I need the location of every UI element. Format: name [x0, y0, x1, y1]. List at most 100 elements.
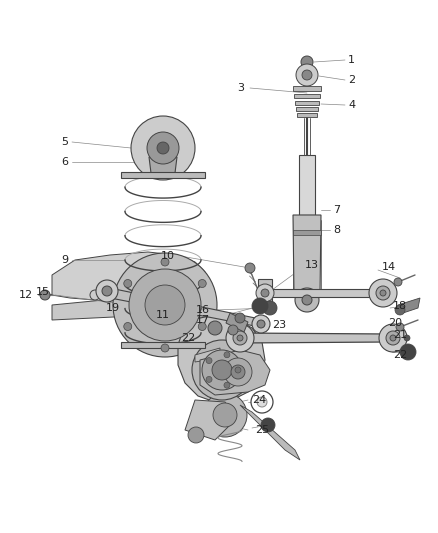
Circle shape [124, 279, 132, 287]
Polygon shape [121, 172, 205, 178]
Polygon shape [294, 94, 320, 98]
Polygon shape [226, 313, 248, 332]
Circle shape [224, 352, 230, 358]
Polygon shape [195, 348, 220, 362]
Polygon shape [52, 252, 210, 320]
Circle shape [296, 64, 318, 86]
Circle shape [400, 344, 416, 360]
Circle shape [198, 279, 206, 287]
Text: 4: 4 [348, 100, 355, 110]
Circle shape [147, 132, 179, 164]
Circle shape [124, 322, 132, 330]
Circle shape [212, 360, 232, 380]
Polygon shape [185, 400, 235, 440]
Circle shape [237, 335, 243, 341]
Circle shape [369, 279, 397, 307]
Circle shape [235, 313, 245, 323]
Text: 10: 10 [161, 251, 175, 261]
Circle shape [386, 331, 400, 345]
Circle shape [252, 315, 270, 333]
Text: 1: 1 [348, 55, 355, 65]
Polygon shape [398, 298, 420, 314]
Circle shape [390, 335, 396, 341]
Polygon shape [272, 289, 378, 297]
Circle shape [161, 344, 169, 352]
Circle shape [261, 418, 275, 432]
Circle shape [380, 290, 386, 296]
Text: 22: 22 [393, 350, 407, 360]
Circle shape [252, 298, 268, 314]
Text: 9: 9 [61, 255, 68, 265]
Text: 14: 14 [382, 262, 396, 272]
Polygon shape [293, 230, 321, 235]
Circle shape [202, 350, 242, 390]
Circle shape [376, 286, 390, 300]
Circle shape [129, 269, 201, 341]
Circle shape [161, 258, 169, 266]
Circle shape [261, 289, 269, 297]
Circle shape [263, 301, 277, 315]
Circle shape [245, 263, 255, 273]
Circle shape [228, 325, 238, 335]
Polygon shape [293, 215, 321, 295]
Circle shape [90, 290, 100, 300]
Polygon shape [237, 333, 390, 343]
Circle shape [233, 331, 247, 345]
Circle shape [404, 335, 410, 341]
Text: 18: 18 [393, 301, 407, 311]
Circle shape [301, 56, 313, 68]
Text: 8: 8 [333, 225, 340, 235]
Text: 13: 13 [305, 260, 319, 270]
Text: 23: 23 [272, 320, 286, 330]
Polygon shape [295, 101, 319, 105]
Polygon shape [149, 157, 177, 173]
Circle shape [302, 295, 312, 305]
Text: 25: 25 [255, 425, 269, 435]
Text: 3: 3 [237, 83, 244, 93]
Circle shape [224, 382, 230, 388]
Text: 12: 12 [19, 290, 33, 300]
Text: 16: 16 [196, 305, 210, 315]
Polygon shape [296, 107, 318, 111]
Text: 17: 17 [196, 315, 210, 325]
Circle shape [145, 285, 185, 325]
Text: 7: 7 [333, 205, 340, 215]
Polygon shape [240, 405, 300, 460]
Polygon shape [121, 342, 205, 348]
Circle shape [302, 70, 312, 80]
Text: 2: 2 [348, 75, 355, 85]
Text: 21: 21 [393, 330, 407, 340]
Circle shape [188, 427, 204, 443]
Circle shape [208, 321, 222, 335]
Circle shape [206, 358, 212, 364]
Polygon shape [299, 155, 315, 215]
Circle shape [251, 391, 273, 413]
Text: 5: 5 [61, 137, 68, 147]
Circle shape [203, 393, 247, 437]
Circle shape [198, 322, 206, 330]
Circle shape [40, 290, 50, 300]
Circle shape [213, 403, 237, 427]
Polygon shape [200, 350, 270, 395]
Circle shape [257, 320, 265, 328]
Circle shape [396, 323, 404, 331]
Text: 15: 15 [36, 287, 50, 297]
Polygon shape [297, 113, 317, 117]
Text: 20: 20 [388, 318, 402, 328]
Circle shape [379, 324, 407, 352]
Circle shape [231, 365, 245, 379]
Circle shape [235, 367, 241, 373]
Polygon shape [258, 279, 272, 307]
Circle shape [206, 376, 212, 382]
Circle shape [96, 280, 118, 302]
Text: 11: 11 [156, 310, 170, 320]
Text: 24: 24 [252, 395, 266, 405]
Polygon shape [178, 315, 265, 402]
Circle shape [113, 253, 217, 357]
Circle shape [224, 358, 252, 386]
Text: 22: 22 [181, 333, 195, 343]
Circle shape [257, 397, 267, 407]
Circle shape [256, 284, 274, 302]
Circle shape [295, 288, 319, 312]
Polygon shape [52, 295, 155, 320]
